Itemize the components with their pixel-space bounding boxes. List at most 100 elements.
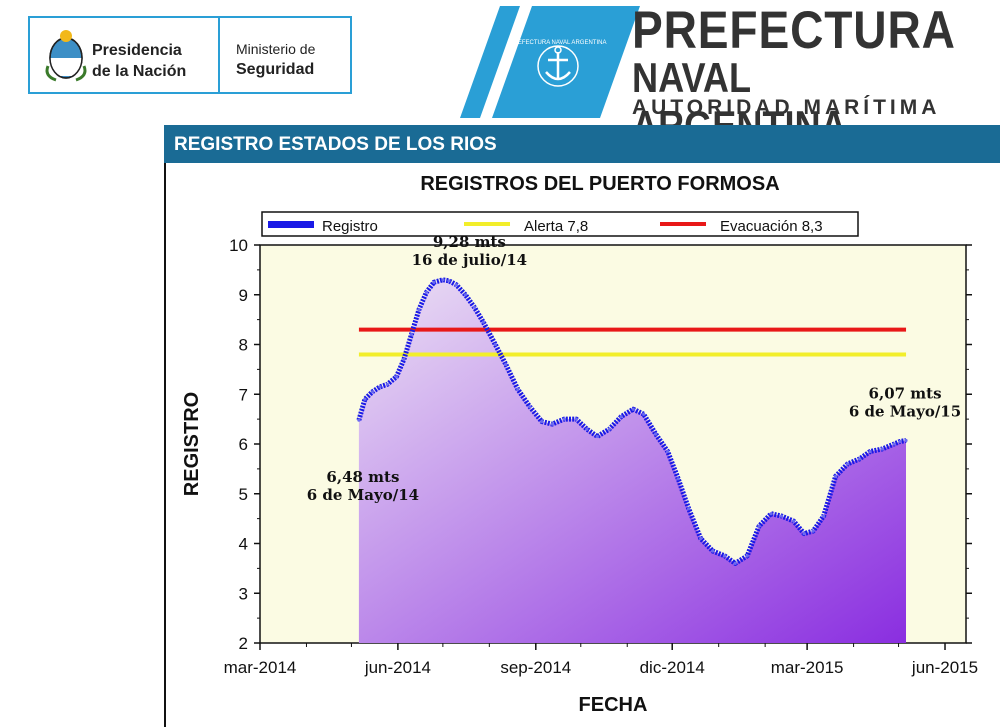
registro-data-point xyxy=(562,417,566,421)
registro-data-point xyxy=(540,420,544,424)
x-tick-label: dic-2014 xyxy=(640,658,705,677)
y-tick-label: 8 xyxy=(239,336,248,355)
government-logo-box[interactable]: Presidencia de la Nación Ministerio de S… xyxy=(28,16,352,94)
autoridad-maritima-title: AUTORIDAD MARÍTIMA xyxy=(632,96,941,119)
registro-data-point xyxy=(711,549,715,553)
registro-data-point xyxy=(363,397,367,401)
national-seal-icon xyxy=(45,30,87,82)
annotation-date-label: 6 de Mayo/15 xyxy=(849,403,961,421)
registro-data-point xyxy=(370,390,374,394)
content-left-border xyxy=(164,163,166,727)
registro-data-point xyxy=(417,308,421,312)
security-label: Seguridad xyxy=(236,61,315,78)
registro-data-point xyxy=(769,512,773,516)
registro-data-point xyxy=(595,434,599,439)
registro-data-point xyxy=(792,519,796,523)
registro-data-point xyxy=(585,427,589,431)
legend-label-alerta: Alerta 7,8 xyxy=(524,218,588,235)
chart-title: REGISTROS DEL PUERTO FORMOSA xyxy=(420,173,779,195)
legend-swatch-alerta xyxy=(464,222,510,226)
registro-data-point xyxy=(802,532,806,536)
logo-divider xyxy=(218,18,220,92)
presidency-label: Presidencia xyxy=(92,42,182,59)
registro-data-point xyxy=(432,280,436,284)
registro-data-point xyxy=(493,342,497,347)
registro-data-point xyxy=(409,333,413,337)
x-axis-group: mar-2014 jun-2014 sep-2014 dic-2014 mar-2015… xyxy=(224,643,978,677)
registro-data-point xyxy=(504,362,508,366)
ministry-label: Ministerio de xyxy=(236,41,316,57)
x-tick-label: jun-2015 xyxy=(911,658,978,677)
registro-data-point xyxy=(481,320,485,324)
y-tick-label: 10 xyxy=(229,236,248,255)
registro-data-point xyxy=(574,417,578,421)
registro-data-point xyxy=(619,415,623,419)
registro-data-point xyxy=(834,474,838,478)
registro-data-point xyxy=(780,514,784,518)
registro-data-point xyxy=(424,290,428,294)
registro-data-point xyxy=(687,507,691,511)
legend-box xyxy=(261,211,859,237)
registro-data-point xyxy=(723,554,727,558)
registro-data-point xyxy=(846,462,850,466)
annotation-date-label: 16 de julio/14 xyxy=(412,251,527,269)
y-tick-label: 4 xyxy=(239,535,248,554)
y-tick-label: 2 xyxy=(239,634,248,653)
area-fill-group xyxy=(358,279,906,643)
x-axis-title: FECHA xyxy=(579,694,648,716)
x-tick-label: jun-2014 xyxy=(364,658,431,677)
y-tick-label: 5 xyxy=(239,485,248,504)
registro-data-point xyxy=(880,447,884,451)
registro-data-point xyxy=(904,438,908,443)
registro-data-point xyxy=(892,442,896,446)
registro-data-point xyxy=(528,405,532,409)
chart-legend: Registro Alerta 7,8 Evacuación 8,3 xyxy=(261,211,859,237)
annotation-date-label: 6 de Mayo/14 xyxy=(307,486,419,504)
registro-data-point xyxy=(676,477,680,481)
prefectura-emblem: PREFECTURA NAVAL ARGENTINA xyxy=(460,6,640,118)
y-tick-label: 9 xyxy=(239,286,248,305)
page-title: REGISTRO ESTADOS DE LOS RIOS xyxy=(174,134,497,155)
registro-data-point xyxy=(402,357,406,361)
registro-data-point xyxy=(607,427,611,431)
registro-data-point xyxy=(745,554,749,558)
y-tick-label: 7 xyxy=(239,385,248,404)
y-axis-title: REGISTRO xyxy=(181,392,203,496)
river-level-chart: REGISTROS DEL PUERTO FORMOSA Registro Al… xyxy=(181,173,978,716)
registro-data-point xyxy=(394,375,398,379)
registro-data-point xyxy=(385,382,389,386)
registro-data-point xyxy=(447,279,451,283)
registro-area-fill xyxy=(358,279,906,643)
y-axis-group: 2 3 4 5 6 7 8 9 10 xyxy=(229,236,972,653)
registro-data-point xyxy=(666,449,670,454)
registro-data-point xyxy=(868,449,872,454)
registro-data-point xyxy=(858,457,862,461)
nation-label: de la Nación xyxy=(92,63,187,80)
legend-label-registro: Registro xyxy=(322,218,378,235)
registro-data-point xyxy=(472,305,476,309)
x-tick-label: sep-2014 xyxy=(500,658,571,677)
registro-data-point xyxy=(631,407,635,411)
registro-data-point xyxy=(757,524,761,528)
x-tick-label: mar-2015 xyxy=(771,658,844,677)
annotation-value-label: 6,07 mts xyxy=(869,385,942,403)
page-header: Presidencia de la Nación Ministerio de S… xyxy=(0,0,1000,149)
threshold-lines-group xyxy=(358,327,907,357)
legend-swatch-registro xyxy=(268,221,314,228)
registro-data-point xyxy=(463,293,467,297)
registro-data-point xyxy=(550,422,554,426)
registro-data-point xyxy=(811,529,815,533)
registro-data-point xyxy=(898,439,902,444)
registro-data-point xyxy=(454,283,458,287)
registro-data-point xyxy=(654,432,658,436)
registro-data-point xyxy=(516,387,520,391)
section-title-bar: REGISTRO ESTADOS DE LOS RIOS xyxy=(164,125,1000,163)
registro-data-point xyxy=(699,536,703,541)
registro-data-point xyxy=(642,412,646,416)
registro-data-point xyxy=(822,514,826,518)
registro-data-point xyxy=(357,418,361,422)
series-line-group xyxy=(356,277,908,566)
y-tick-label: 3 xyxy=(239,584,248,603)
legend-label-evacuacion: Evacuación 8,3 xyxy=(720,218,823,235)
